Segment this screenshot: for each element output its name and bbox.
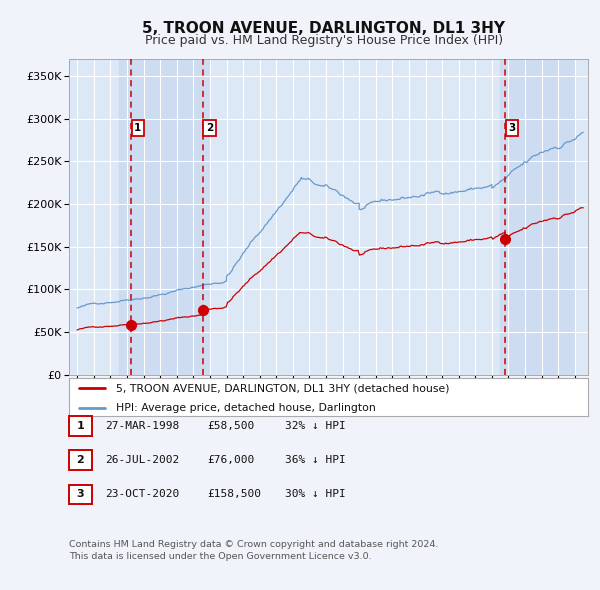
Text: Price paid vs. HM Land Registry's House Price Index (HPI): Price paid vs. HM Land Registry's House … [145, 34, 503, 47]
Text: 3: 3 [77, 490, 84, 499]
Text: £76,000: £76,000 [207, 455, 254, 465]
Text: 2: 2 [206, 123, 213, 133]
Bar [119, 59, 210, 375]
Text: £58,500: £58,500 [207, 421, 254, 431]
Text: 1: 1 [134, 123, 142, 133]
Text: 1: 1 [77, 421, 84, 431]
Text: 36% ↓ HPI: 36% ↓ HPI [285, 455, 346, 465]
Bar [577, 59, 588, 375]
Text: 23-OCT-2020: 23-OCT-2020 [105, 490, 179, 499]
Bar [500, 59, 583, 375]
Text: 32% ↓ HPI: 32% ↓ HPI [285, 421, 346, 431]
Text: 5, TROON AVENUE, DARLINGTON, DL1 3HY (detached house): 5, TROON AVENUE, DARLINGTON, DL1 3HY (de… [116, 384, 449, 394]
Text: 3: 3 [509, 123, 516, 133]
Text: 26-JUL-2002: 26-JUL-2002 [105, 455, 179, 465]
Text: HPI: Average price, detached house, Darlington: HPI: Average price, detached house, Darl… [116, 402, 376, 412]
Text: Contains HM Land Registry data © Crown copyright and database right 2024.
This d: Contains HM Land Registry data © Crown c… [69, 540, 439, 560]
Text: £158,500: £158,500 [207, 490, 261, 499]
Text: 27-MAR-1998: 27-MAR-1998 [105, 421, 179, 431]
Text: 2: 2 [77, 455, 84, 465]
Text: 5, TROON AVENUE, DARLINGTON, DL1 3HY: 5, TROON AVENUE, DARLINGTON, DL1 3HY [143, 21, 505, 35]
Text: 30% ↓ HPI: 30% ↓ HPI [285, 490, 346, 499]
